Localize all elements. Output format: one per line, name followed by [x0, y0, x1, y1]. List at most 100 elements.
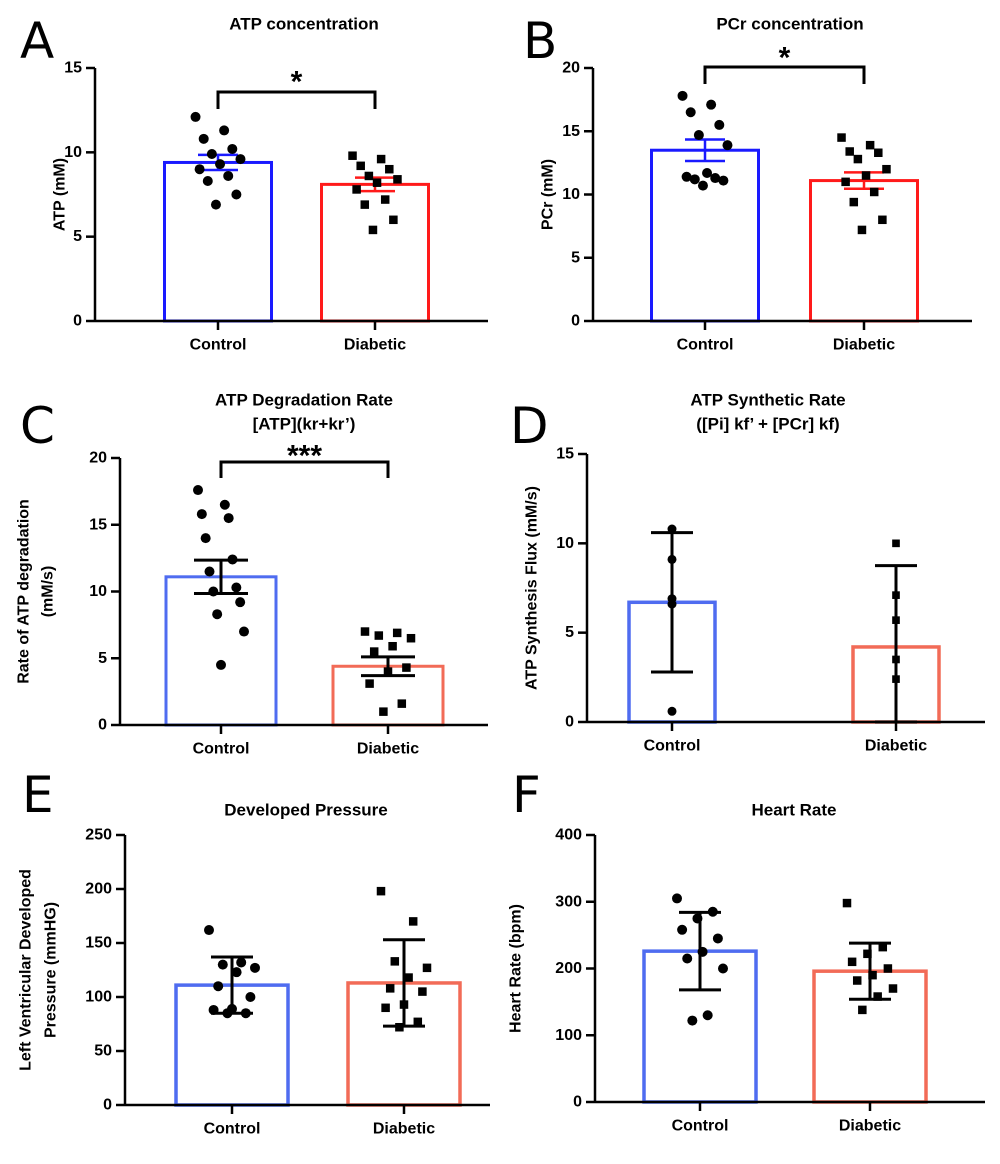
- panel-d-point-control: [667, 706, 677, 716]
- panel-f-y-tick-label: 300: [555, 893, 582, 910]
- panel-b-x-tick-label: Diabetic: [833, 337, 895, 354]
- panel-e-y-label: Pressure (mmHG): [43, 902, 60, 1038]
- panel-a-x-tick-label: Diabetic: [344, 337, 406, 354]
- panel-d-x-tick-label: Diabetic: [865, 738, 927, 755]
- panel-a-point-diabetic: [364, 171, 374, 181]
- panel-b-significance-label: *: [779, 42, 791, 75]
- panel-a-point-control: [235, 154, 246, 165]
- panel-c-x-tick-label: Control: [193, 741, 250, 758]
- panel-f-x-tick-label: Control: [672, 1118, 729, 1135]
- panel-c-point-control: [212, 609, 223, 620]
- panel-e-point-diabetic: [376, 886, 386, 896]
- panel-c-point-control: [223, 513, 234, 524]
- panel-c-point-control: [219, 499, 230, 510]
- panel-e-point-diabetic: [418, 987, 427, 996]
- panel-a-point-control: [231, 189, 242, 200]
- panel-c-y-tick-label: 20: [89, 450, 107, 467]
- chart-panel-a: A ATP concentration 0 5 10 15 Control Diabetic A…: [20, 12, 488, 354]
- panel-f-y-label: Heart Rate (bpm): [508, 904, 525, 1033]
- panel-c-point-control: [231, 582, 242, 593]
- panel-c-y-label: (mM/s): [40, 566, 57, 618]
- panel-d-point-diabetic: [892, 675, 900, 683]
- panel-f-point-diabetic: [847, 957, 857, 967]
- panel-c-point-control: [204, 566, 215, 577]
- panel-d-y-tick-label: 0: [565, 714, 574, 731]
- chart-panel-d: D ATP Synthetic Rate ([Pi] kf’ + [PCr] kf)…: [510, 391, 985, 755]
- panel-c-point-diabetic: [369, 647, 379, 656]
- panel-a-point-diabetic: [376, 154, 386, 164]
- panel-e-point-control: [213, 981, 224, 992]
- panel-f-point-control: [682, 953, 693, 964]
- panel-f-point-control: [712, 933, 723, 944]
- panel-a-point-diabetic: [368, 225, 378, 235]
- panel-f-point-diabetic: [868, 970, 877, 980]
- panel-e-point-control: [240, 1008, 251, 1019]
- panel-a-point-control: [227, 143, 238, 154]
- panel-b-point-control: [693, 130, 704, 141]
- panel-f-point-diabetic: [863, 949, 872, 959]
- panel-f-point-diabetic: [878, 942, 888, 952]
- panel-c-point-control: [196, 509, 207, 520]
- panel-a-point-control: [210, 199, 221, 210]
- panel-e-point-control: [245, 992, 256, 1002]
- panel-e-title-line: Developed Pressure: [224, 801, 387, 820]
- panel-f-title-line: Heart Rate: [751, 801, 836, 820]
- panel-b-point-control: [706, 99, 717, 110]
- panel-b-letter: B: [523, 12, 557, 70]
- panel-b-point-diabetic: [857, 225, 867, 235]
- panel-f-point-control: [692, 913, 703, 924]
- panel-e-point-diabetic: [395, 1022, 404, 1032]
- panel-b-point-diabetic: [845, 147, 854, 156]
- panel-e-point-diabetic: [404, 973, 413, 982]
- panel-b-point-control: [681, 171, 692, 182]
- panel-b-point-control: [710, 173, 721, 184]
- panel-d-y-label: ATP Synthesis Flux (mM/s): [524, 486, 541, 690]
- panel-e-point-diabetic: [422, 963, 432, 973]
- panel-c-significance-bracket: ***: [219, 440, 390, 478]
- panel-b-point-control: [689, 174, 700, 185]
- panel-b-point-diabetic: [865, 140, 875, 150]
- panel-b-y-tick-label: 0: [571, 313, 580, 330]
- panel-c-point-diabetic: [383, 667, 393, 676]
- panel-b-point-diabetic: [837, 133, 846, 142]
- panel-a-point-diabetic: [385, 164, 394, 174]
- panel-b-point-control: [702, 167, 713, 178]
- panel-e-y-tick-label: 50: [94, 1043, 112, 1060]
- panel-a-significance-bracket: *: [216, 66, 377, 109]
- chart-panel-e: E Developed Pressure 0 50 100 150 200 250 Contro…: [18, 766, 490, 1138]
- panel-d-x-tick-label: Control: [644, 738, 701, 755]
- chart-panel-b: B PCr concentration 0 5 10 15 20 Control Diabeti…: [523, 12, 972, 354]
- panel-b-y-label: PCr (mM): [540, 159, 557, 230]
- panel-e-y-tick-label: 150: [85, 935, 112, 952]
- panel-a-significance-label: *: [291, 66, 303, 99]
- panel-a-point-diabetic: [352, 185, 361, 194]
- panel-c-point-control: [239, 626, 249, 637]
- panel-a-y-label: ATP (mM): [52, 158, 69, 231]
- panel-c-bar-control: [164, 575, 278, 727]
- panel-c-y-tick-label: 15: [89, 516, 107, 533]
- chart-panel-c: C ATP Degradation Rate [ATP](kr+kr’) 0 5 10 15…: [16, 391, 488, 758]
- panel-c-point-diabetic: [388, 641, 397, 651]
- panel-b-point-control: [722, 140, 733, 151]
- panel-d-letter: D: [510, 397, 549, 455]
- panel-a-point-diabetic: [348, 151, 357, 160]
- panel-a-point-diabetic: [380, 195, 390, 204]
- panel-d-y-tick-label: 10: [556, 535, 574, 552]
- panel-f-point-diabetic: [883, 964, 893, 973]
- panel-f-y-tick-label: 100: [555, 1027, 582, 1044]
- panel-b-point-control: [718, 175, 729, 186]
- panel-a-point-control: [206, 149, 217, 160]
- panel-e-y-tick-label: 250: [85, 827, 112, 844]
- panel-a-y-tick-label: 0: [73, 313, 82, 330]
- panel-f-point-diabetic: [858, 1005, 867, 1015]
- panel-c-point-control: [216, 659, 226, 670]
- panel-c-point-diabetic: [379, 707, 388, 716]
- panel-b-point-control: [685, 107, 696, 118]
- panel-f-point-control: [677, 924, 688, 935]
- panel-f-y-tick-label: 0: [573, 1094, 582, 1111]
- panel-b-y-tick-label: 20: [562, 60, 580, 77]
- panel-a-y-tick-label: 5: [73, 228, 82, 245]
- panel-b-title-line: PCr concentration: [716, 15, 863, 34]
- panel-c-y-tick-label: 10: [89, 583, 107, 600]
